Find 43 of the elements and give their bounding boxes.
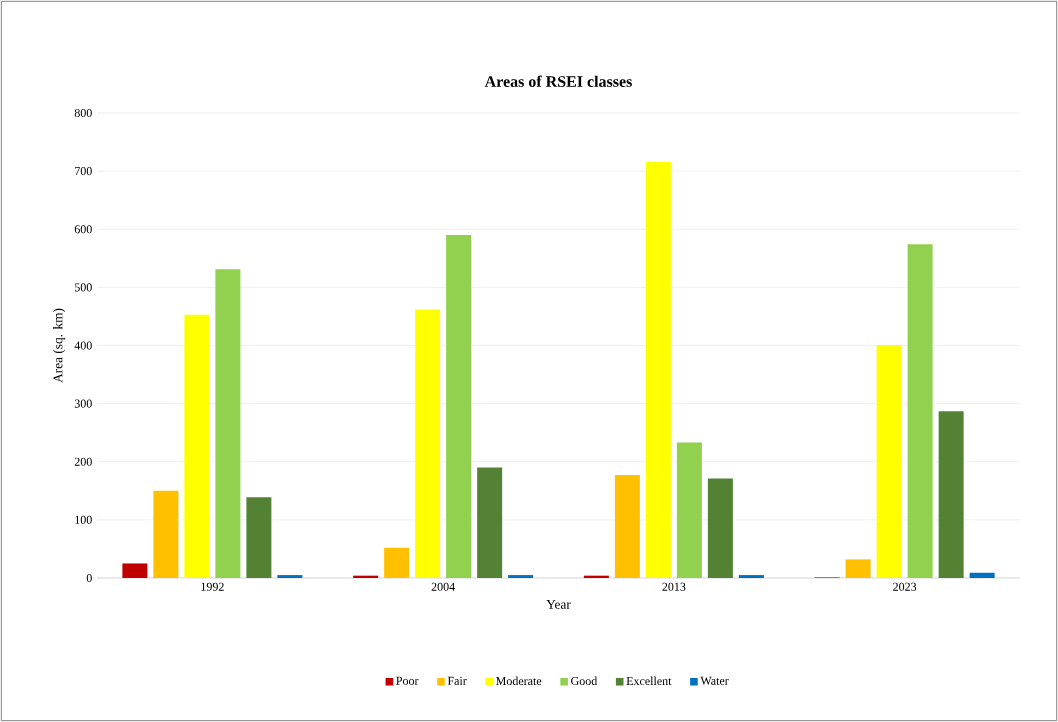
y-tick-label: 600 [74,225,92,234]
legend-label: Moderate [496,676,542,686]
bar [876,344,902,578]
x-tick-label: 1992 [201,582,224,591]
bar [707,478,733,578]
y-tick-label: 300 [74,399,92,408]
legend-label: Excellent [626,676,672,686]
y-tick-label: 400 [74,341,92,350]
bar [614,475,640,578]
x-tick-label: 2023 [893,582,917,591]
legend-label: Poor [396,676,419,685]
y-axis-title: Area (sq. km) [53,308,66,383]
bar [676,442,702,578]
y-tick-label: 700 [75,167,92,176]
y-tick-label: 500 [74,283,92,292]
x-tick-label: 2004 [431,582,455,591]
bar [122,563,148,578]
bar [277,575,303,578]
bar [384,547,410,578]
x-axis-title: Year [546,599,571,609]
bar [215,269,241,578]
bar [969,572,995,578]
y-tick-label: 200 [74,457,92,466]
bar [415,309,441,578]
legend-label: Water [700,676,729,685]
bar [907,244,933,578]
chart-title: Areas of RSEI classes [484,75,632,87]
bar [508,575,534,578]
bar [246,497,272,578]
bar [477,467,503,578]
bar [446,235,472,578]
legend-label: Good [571,676,598,686]
y-tick-label: 100 [75,515,92,524]
bar [645,161,671,578]
bar [184,314,210,578]
bar [938,411,964,578]
bar [153,490,179,578]
bar [845,559,871,578]
y-tick-label: 800 [74,108,92,118]
x-tick-label: 2013 [662,582,686,591]
legend-label: Fair [447,676,467,685]
y-tick-label: 0 [86,573,92,583]
bar [738,575,764,578]
